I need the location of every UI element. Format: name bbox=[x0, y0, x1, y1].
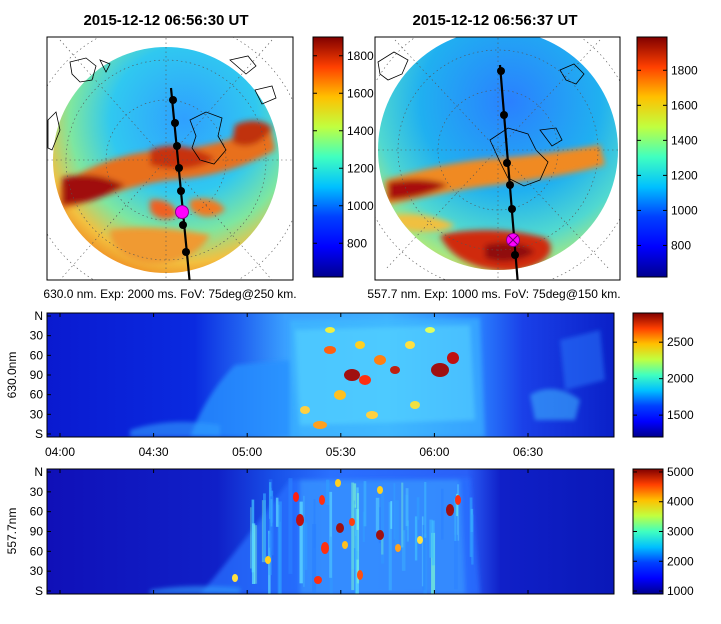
keogram-630: N 30 60 90 60 30 S 04:00 04:30 05:00 05:30 06:00 06… bbox=[5, 309, 615, 459]
colorbar-tick-label: 800 bbox=[671, 238, 691, 252]
allsky-630-frame bbox=[46, 36, 294, 281]
keogram-630-ylabel: 630.0nm bbox=[5, 352, 19, 399]
x-tick-label: 05:00 bbox=[232, 445, 262, 459]
track-point bbox=[497, 67, 505, 75]
keogram-557-streaks bbox=[250, 478, 474, 594]
colorbar-tick-label: 1000 bbox=[671, 203, 698, 217]
allsky-557-caption: 557.7 nm. Exp: 1000 ms. FoV: 75deg@150 k… bbox=[367, 287, 620, 301]
track-point bbox=[511, 251, 519, 259]
allsky-630-title: 2015-12-12 06:56:30 UT bbox=[83, 12, 248, 29]
colorbar-tick-label: 5000 bbox=[667, 465, 694, 479]
keogram-557-image bbox=[150, 478, 480, 594]
y-tick-label: 60 bbox=[30, 348, 44, 362]
colorbar-tick-label: 1800 bbox=[671, 63, 698, 77]
keogram-630-image bbox=[130, 318, 605, 437]
colorbar-tick-label: 2000 bbox=[667, 554, 694, 568]
y-tick-label: 90 bbox=[30, 525, 44, 539]
y-tick-label: 90 bbox=[30, 368, 44, 382]
conjunction-marker bbox=[175, 205, 189, 219]
colorbar-tick-label: 1400 bbox=[671, 133, 698, 147]
y-tick-label: 60 bbox=[30, 544, 44, 558]
y-tick-label: 30 bbox=[30, 564, 44, 578]
track-point bbox=[506, 181, 514, 189]
colorbar-tick-label: 1500 bbox=[667, 408, 694, 422]
colorbar-tick-label: 3000 bbox=[667, 525, 694, 539]
allsky-panel-630: 2015-12-12 06:56:30 UT bbox=[43, 12, 296, 301]
y-tick-label: 30 bbox=[30, 407, 44, 421]
allsky-630-track bbox=[169, 87, 191, 280]
colorbar-557-keogram: 1000 2000 3000 4000 5000 bbox=[632, 465, 694, 598]
y-tick-label: S bbox=[35, 427, 43, 441]
track-point bbox=[503, 159, 511, 167]
track-point bbox=[179, 221, 187, 229]
colorbar-tick-label: 2000 bbox=[667, 372, 694, 386]
keogram-630-features bbox=[300, 327, 459, 429]
y-tick-label: 30 bbox=[30, 329, 44, 343]
track-point bbox=[171, 119, 179, 127]
y-tick-label: 30 bbox=[30, 485, 44, 499]
x-tick-label: 04:00 bbox=[45, 445, 75, 459]
keogram-557: N 30 60 90 60 30 S 557.7nm bbox=[5, 465, 615, 598]
colorbar-557-allsky: 800 1000 1200 1400 1600 1800 bbox=[636, 36, 698, 278]
track-point bbox=[175, 164, 183, 172]
colorbar-tick-label: 2500 bbox=[667, 335, 694, 349]
y-tick-label: N bbox=[34, 465, 43, 479]
colorbar-630-allsky: 800 1000 1200 1400 1600 1800 bbox=[312, 36, 374, 278]
track-point bbox=[182, 248, 190, 256]
colorbar-tick-label: 4000 bbox=[667, 495, 694, 509]
track-point bbox=[508, 205, 516, 213]
y-tick-label: S bbox=[35, 584, 43, 598]
allsky-557-frame bbox=[374, 36, 621, 281]
allsky-557-image bbox=[375, 37, 620, 280]
keogram-557-features bbox=[232, 479, 461, 584]
colorbar-tick-label: 1600 bbox=[671, 98, 698, 112]
colorbar-tick-label: 800 bbox=[347, 236, 367, 250]
colorbar-tick-label: 1000 bbox=[667, 584, 694, 598]
colorbar-tick-label: 1400 bbox=[347, 124, 374, 138]
colorbar-630-keogram: 1500 2000 2500 bbox=[632, 312, 694, 438]
track-point bbox=[177, 187, 185, 195]
y-tick-label: 60 bbox=[30, 388, 44, 402]
colorbar-tick-label: 1800 bbox=[347, 49, 374, 63]
y-tick-label: 60 bbox=[30, 505, 44, 519]
colorbar-tick-label: 1600 bbox=[347, 86, 374, 100]
x-tick-label: 06:30 bbox=[513, 445, 543, 459]
x-tick-label: 06:00 bbox=[419, 445, 449, 459]
keogram-557-ylabel: 557.7nm bbox=[5, 508, 19, 555]
colorbar-tick-label: 1000 bbox=[347, 199, 374, 213]
colorbar-tick-label: 1200 bbox=[671, 168, 698, 182]
track-point bbox=[500, 111, 508, 119]
allsky-panel-557: 2015-12-12 06:56:37 UT bbox=[367, 12, 621, 301]
allsky-630-caption: 630.0 nm. Exp: 2000 ms. FoV: 75deg@250 k… bbox=[43, 287, 296, 301]
allsky-557-track bbox=[497, 64, 520, 280]
y-tick-label: N bbox=[34, 309, 43, 323]
allsky-557-title: 2015-12-12 06:56:37 UT bbox=[412, 12, 577, 29]
x-tick-label: 04:30 bbox=[139, 445, 169, 459]
x-tick-label: 05:30 bbox=[326, 445, 356, 459]
track-point bbox=[173, 142, 181, 150]
track-point bbox=[169, 96, 177, 104]
colorbar-tick-label: 1200 bbox=[347, 161, 374, 175]
